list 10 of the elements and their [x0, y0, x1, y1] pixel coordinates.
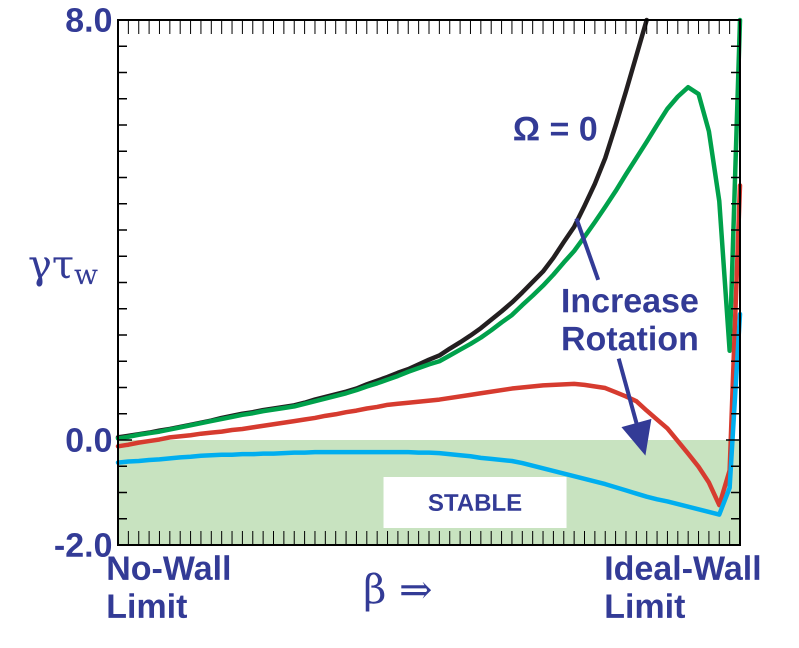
text: No-Wall Limit: [108, 555, 230, 618]
annotation: Increase Rotation: [563, 288, 698, 351]
text: Ideal-Wall Limit: [606, 555, 760, 618]
y-tick-label: 8.0: [66, 8, 112, 32]
x-axis-title: β ⇒: [366, 572, 432, 612]
y-tick-label: 0.0: [66, 428, 112, 452]
band-label: STABLE: [428, 494, 522, 511]
y-tick-label: -2.0: [55, 532, 112, 558]
annotation: Ω = 0: [514, 116, 596, 141]
y-axis-title: γτ$_{w}$: [29, 257, 98, 287]
